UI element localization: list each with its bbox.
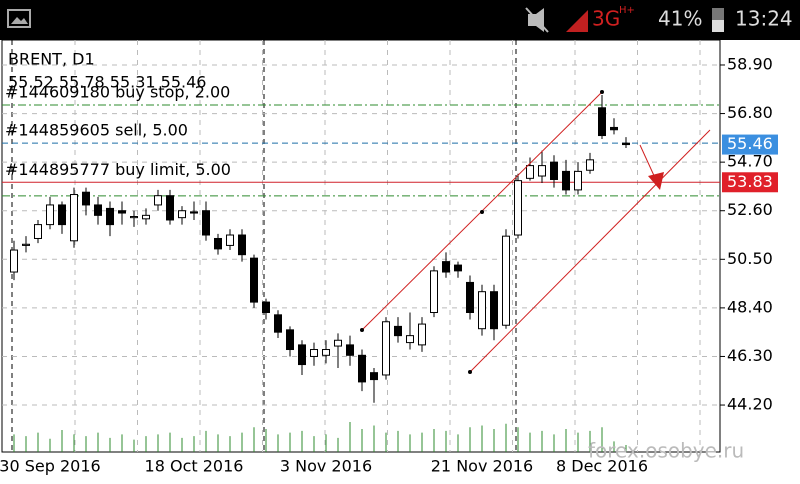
gallery-icon-shape	[11, 17, 28, 24]
chart-title: BRENT, D1	[8, 50, 95, 69]
candle-body	[34, 224, 42, 239]
x-tick-label: 8 Dec 2016	[556, 457, 648, 476]
y-tick-label: 56.80	[727, 103, 773, 122]
gallery-icon	[7, 9, 31, 28]
candle-body	[598, 107, 606, 137]
candle-body	[370, 372, 378, 381]
candle-body	[454, 264, 462, 272]
price-label-box	[722, 134, 778, 155]
network-type: 3G	[592, 7, 620, 31]
x-tick-label: 21 Nov 2016	[431, 457, 533, 476]
chart	[1, 39, 721, 453]
candle-body	[442, 261, 450, 273]
signal-icon	[566, 10, 588, 32]
order-label: #144895777 buy limit, 5.00	[5, 160, 231, 179]
arrow-head	[648, 172, 664, 190]
candle-body	[94, 204, 102, 216]
candle-body	[526, 165, 534, 179]
candle-body	[70, 194, 78, 242]
candle-body	[382, 321, 390, 376]
y-tick-label: 58.90	[727, 54, 773, 73]
trend-objects	[360, 90, 711, 374]
channel-line	[469, 129, 711, 373]
candle-body	[430, 270, 438, 314]
candle-body	[502, 235, 510, 326]
candle-body	[118, 210, 126, 214]
y-tick-label: 44.20	[727, 395, 773, 414]
candle-body	[82, 191, 90, 206]
candle-body	[154, 195, 162, 206]
candle-body	[562, 170, 570, 191]
battery-level	[712, 20, 724, 32]
candle-body	[466, 281, 474, 314]
y-tick-label: 46.30	[727, 346, 773, 365]
candle-body	[238, 234, 246, 256]
candle-body	[622, 142, 630, 146]
candle-body	[394, 325, 402, 337]
candle-body	[610, 126, 618, 131]
candle-body	[202, 210, 210, 236]
status-bar	[0, 0, 800, 40]
candle-body	[538, 165, 546, 177]
y-tick-label: 48.40	[727, 297, 773, 316]
mute-slash	[525, 7, 549, 33]
candle-body	[418, 323, 426, 346]
y-tick-label: 54.70	[727, 152, 773, 171]
candle-body	[190, 211, 198, 214]
candle-body	[322, 349, 330, 356]
candle-body	[46, 204, 54, 226]
candle-body	[262, 301, 270, 314]
anchor-point	[600, 90, 604, 94]
candle-body	[550, 161, 558, 180]
arrow-line	[639, 144, 657, 181]
y-tick-label: 52.60	[727, 200, 773, 219]
candle-body	[22, 243, 30, 246]
candle-body	[286, 329, 294, 351]
candle-body	[178, 210, 186, 219]
candle-body	[142, 214, 150, 220]
ohlc-info: 55.52 55.78 55.31 55.46	[8, 73, 206, 92]
candle-body	[346, 344, 354, 356]
x-tick-label: 18 Oct 2016	[145, 457, 244, 476]
candle-body	[334, 339, 342, 347]
candle-body	[478, 291, 486, 330]
order-label: #144859605 sell, 5.00	[5, 121, 188, 140]
watermark: forex.osobye.ru	[588, 439, 744, 463]
candle-body	[310, 349, 318, 357]
x-tick-label: 30 Sep 2016	[0, 457, 101, 476]
candle-body	[298, 344, 306, 366]
candle-body	[226, 234, 234, 246]
candle-body	[358, 354, 366, 383]
candle-body	[58, 204, 66, 226]
candle-body	[166, 195, 174, 221]
order-label: #144609180 buy stop, 2.00	[5, 83, 230, 102]
candle-body	[490, 291, 498, 330]
anchor-point	[468, 370, 472, 374]
candle-body	[574, 170, 582, 191]
anchor-point	[360, 328, 364, 332]
plot-frame	[1, 39, 721, 453]
candle-body	[106, 207, 114, 226]
price-label-box	[722, 172, 778, 193]
candle-body	[274, 314, 282, 333]
x-tick-label: 3 Nov 2016	[280, 457, 372, 476]
clock: 13:24	[735, 7, 793, 31]
candle-body	[130, 216, 138, 219]
y-tick-label: 50.50	[727, 249, 773, 268]
candle-body	[514, 180, 522, 236]
candle-body	[214, 237, 222, 250]
candle-body	[586, 159, 594, 171]
anchor-point	[480, 210, 484, 214]
price-label: 53.83	[727, 172, 773, 191]
candle-body	[406, 335, 414, 344]
price-label: 55.46	[727, 134, 773, 153]
candle-body	[10, 249, 18, 273]
battery-text: 41%	[658, 7, 702, 31]
candle-body	[250, 257, 258, 303]
network-sub: H+	[619, 5, 635, 16]
